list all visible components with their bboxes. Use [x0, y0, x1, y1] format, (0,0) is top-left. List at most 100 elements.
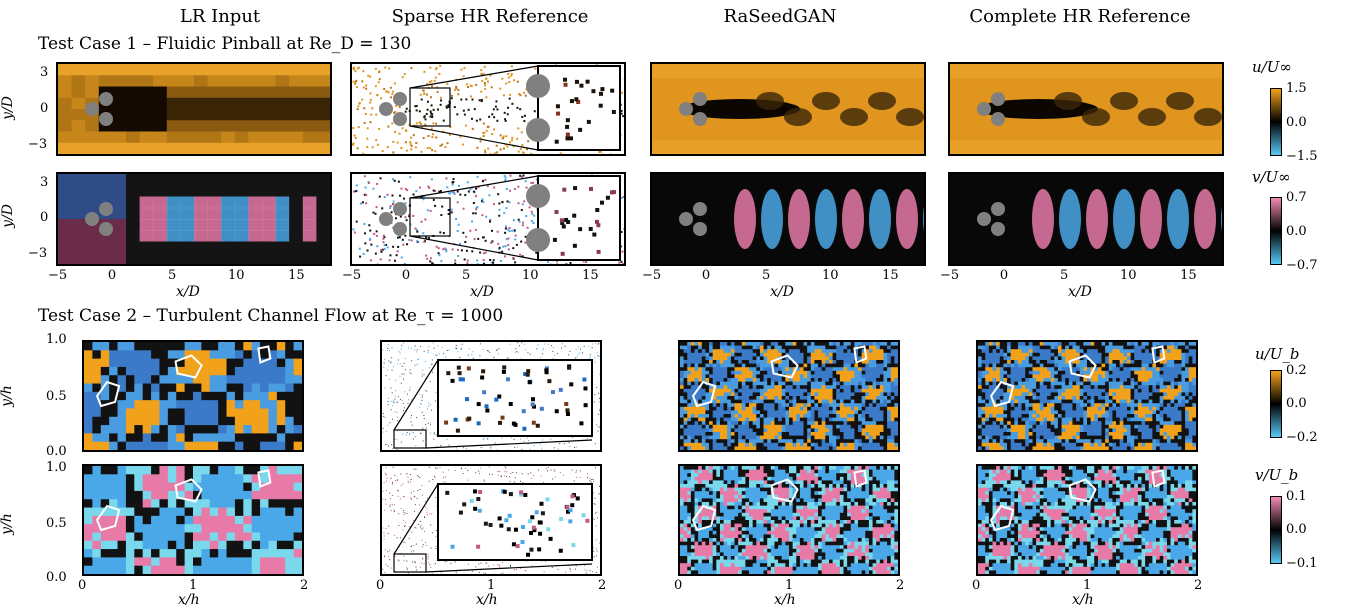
case1-v-lr-input: [56, 172, 332, 266]
cylinder-2: [393, 112, 407, 126]
cylinder-1: [693, 202, 707, 216]
case2-r2-ytick-0: 0.0: [46, 570, 67, 585]
cylinder-1: [991, 92, 1005, 106]
case1-xlabel: x/D: [470, 284, 494, 300]
column-title-lr-input: LR Input: [179, 6, 261, 27]
cylinder-2: [99, 222, 113, 236]
case2-cb1-tick-bot: −0.2: [1286, 430, 1318, 445]
case1-xtick: 15: [288, 268, 305, 283]
cylinder-2: [99, 112, 113, 126]
case1-cb1-tick-bot: −1.5: [1286, 149, 1318, 164]
case1-v-complete-hr: [948, 172, 1224, 266]
case1-xtick: −5: [48, 268, 68, 283]
case2-u-complete-hr: [976, 340, 1198, 452]
case1-u-complete-hr: [948, 62, 1224, 156]
cylinder-2: [991, 112, 1005, 126]
case2-r1-ytick-0: 0.0: [46, 444, 67, 459]
case2-title: Test Case 2 – Turbulent Channel Flow at …: [38, 306, 503, 326]
case1-xtick: 0: [401, 268, 411, 283]
case1-v-sparse-hr: [350, 172, 626, 266]
case1-title-text: Test Case 1 – Fluidic Pinball at Re_D = …: [38, 34, 412, 54]
case2-title-text: Test Case 2 – Turbulent Channel Flow at …: [38, 306, 504, 326]
case1-v-raseedgan: [650, 172, 926, 266]
cylinder-0: [679, 212, 693, 226]
case2-colorbar-u: [1270, 370, 1282, 438]
case1-row2-ylabel: y/D: [0, 204, 16, 228]
case1-xlabel: x/D: [770, 284, 794, 300]
case1-cb1-tick-top: 1.5: [1286, 81, 1307, 96]
case1-xtick: 10: [821, 268, 839, 283]
case1-xtick: −5: [642, 268, 662, 283]
case2-r2-ytick-1: 1.0: [46, 460, 67, 475]
case1-cb2-tick-mid: 0.0: [1286, 224, 1307, 239]
case2-xtick: 1: [1083, 578, 1092, 593]
case1-colorbar-u: [1270, 88, 1282, 156]
case1-xtick: 10: [227, 268, 245, 283]
case2-cb1-tick-top: 0.2: [1286, 363, 1307, 378]
case1-u-lr-input: [56, 62, 332, 156]
case1-xtick: 10: [1119, 268, 1137, 283]
case1-u-sparse-hr: [350, 62, 626, 156]
case1-cb1-tick-mid: 0.0: [1286, 115, 1307, 130]
case2-xtick: 0: [674, 578, 683, 593]
cylinder-2: [693, 112, 707, 126]
case1-cb2-tick-top: 0.7: [1286, 190, 1307, 205]
cylinder-0: [85, 102, 99, 116]
case2-row2-ylabel: y/h: [0, 513, 15, 535]
case2-r1-ytick-1: 1.0: [46, 332, 67, 347]
case2-colorbar2-label: v/U_b: [1255, 466, 1299, 484]
case2-cb2-tick-bot: −0.1: [1286, 556, 1318, 571]
case1-xlabel: x/D: [1068, 284, 1092, 300]
case2-v-lr-input: [82, 464, 304, 576]
case1-xtick: 15: [1180, 268, 1197, 283]
cylinder-2: [693, 222, 707, 236]
case1-r2-ytick-0: 0: [40, 210, 49, 225]
cylinder-1: [693, 92, 707, 106]
case2-xlabel: x/h: [1072, 592, 1094, 608]
case1-xtick: 15: [882, 268, 899, 283]
case1-xtick: −5: [940, 268, 960, 283]
case1-xlabel: x/D: [176, 284, 200, 300]
case1-colorbar1-label: u/U∞: [1252, 58, 1292, 76]
case1-r1-ytick-3: 3: [40, 65, 49, 80]
cylinder-2: [991, 222, 1005, 236]
case2-xtick: 0: [972, 578, 981, 593]
cylinder-2: [393, 222, 407, 236]
case2-xtick: 1: [785, 578, 794, 593]
case2-v-complete-hr: [976, 464, 1198, 576]
case2-xlabel: x/h: [774, 592, 796, 608]
case2-cb2-tick-top: 0.1: [1286, 489, 1307, 504]
case1-xtick: 5: [168, 268, 177, 283]
case2-xtick: 2: [598, 578, 607, 593]
case1-xtick: 5: [762, 268, 771, 283]
case1-xtick: −5: [342, 268, 362, 283]
cylinder-0: [679, 102, 693, 116]
cylinder-0: [977, 212, 991, 226]
case1-xtick: 15: [582, 268, 599, 283]
case1-u-raseedgan: [650, 62, 926, 156]
case1-r1-ytick-0: 0: [40, 101, 49, 116]
case2-xtick: 2: [1194, 578, 1203, 593]
cylinder-1: [393, 92, 407, 106]
case2-u-raseedgan: [678, 340, 900, 452]
case1-r2-ytick-3: 3: [40, 175, 49, 190]
case2-xtick: 2: [896, 578, 905, 593]
case1-xtick: 5: [1060, 268, 1069, 283]
case2-r2-ytick-05: 0.5: [46, 516, 67, 531]
case2-xlabel: x/h: [476, 592, 498, 608]
case1-r2-ytick-m3: −3: [28, 246, 48, 261]
case1-xtick: 5: [462, 268, 471, 283]
case1-cb2-tick-bot: −0.7: [1286, 258, 1318, 273]
cylinder-0: [977, 102, 991, 116]
case1-title: Test Case 1 – Fluidic Pinball at Re_D = …: [38, 34, 411, 54]
case2-v-sparse-hr: [380, 464, 602, 576]
case2-colorbar1-label: u/U_b: [1255, 345, 1300, 363]
cylinder-1: [99, 92, 113, 106]
cylinder-0: [379, 212, 393, 226]
cylinder-1: [393, 202, 407, 216]
case2-v-raseedgan: [678, 464, 900, 576]
case2-colorbar-v: [1270, 496, 1282, 564]
case2-xtick: 1: [487, 578, 496, 593]
cylinder-0: [85, 212, 99, 226]
case2-xtick: 0: [376, 578, 385, 593]
